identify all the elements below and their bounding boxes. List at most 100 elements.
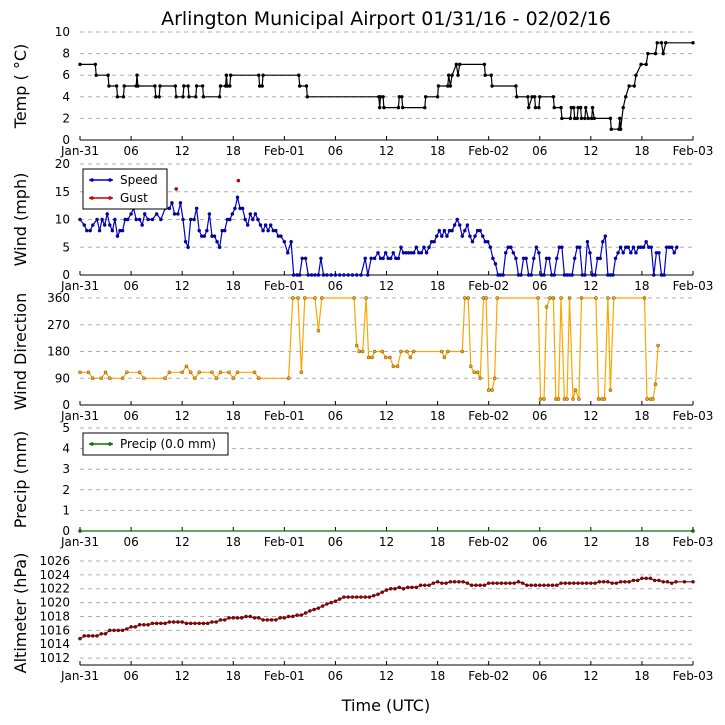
data-point bbox=[201, 95, 206, 99]
data-point bbox=[154, 621, 159, 626]
data-point bbox=[594, 296, 598, 300]
data-point bbox=[201, 621, 206, 626]
data-point bbox=[608, 116, 613, 121]
data-point bbox=[603, 234, 608, 238]
data-point bbox=[552, 273, 556, 277]
data-point bbox=[380, 590, 384, 594]
data-point bbox=[342, 595, 346, 599]
data-point bbox=[567, 581, 572, 585]
x-tick-label: 12 bbox=[175, 279, 190, 293]
data-point bbox=[682, 580, 687, 584]
x-tick-label: 18 bbox=[430, 144, 445, 158]
x-tick-label: 06 bbox=[123, 409, 138, 423]
data-point bbox=[389, 256, 393, 261]
data-point bbox=[86, 370, 91, 375]
data-point bbox=[100, 217, 104, 222]
data-point bbox=[602, 397, 607, 401]
data-point bbox=[533, 583, 538, 588]
data-point bbox=[193, 376, 197, 380]
data-point bbox=[188, 370, 193, 375]
data-point bbox=[639, 62, 643, 67]
data-point bbox=[135, 73, 139, 77]
x-tick-label: 18 bbox=[430, 409, 445, 423]
data-point bbox=[537, 251, 541, 255]
data-point bbox=[512, 581, 516, 585]
data-point bbox=[618, 127, 623, 131]
data-point bbox=[256, 217, 260, 222]
data-point bbox=[613, 256, 618, 261]
data-point bbox=[423, 105, 427, 110]
data-point bbox=[593, 273, 597, 277]
data-point bbox=[486, 388, 491, 392]
y-tick-label: 10 bbox=[55, 25, 70, 39]
data-point bbox=[286, 614, 291, 619]
data-point bbox=[133, 625, 138, 629]
x-tick-label: 06 bbox=[123, 535, 138, 549]
data-point bbox=[653, 51, 658, 56]
data-point bbox=[320, 296, 324, 300]
data-point bbox=[393, 586, 397, 591]
data-point bbox=[648, 576, 653, 581]
data-point bbox=[391, 364, 396, 369]
y-tick-label: 4 bbox=[62, 90, 70, 104]
data-point bbox=[563, 581, 568, 585]
data-point bbox=[475, 370, 480, 375]
data-point bbox=[228, 73, 233, 77]
data-point bbox=[176, 212, 180, 216]
data-point bbox=[227, 616, 231, 620]
y-tick-label: 5 bbox=[62, 421, 70, 435]
data-point bbox=[313, 296, 317, 300]
data-point bbox=[442, 355, 447, 360]
x-tick-label: 18 bbox=[226, 535, 241, 549]
data-point bbox=[461, 580, 465, 584]
data-point bbox=[197, 621, 201, 626]
x-tick-label: 12 bbox=[379, 535, 394, 549]
data-point bbox=[674, 580, 678, 584]
data-point bbox=[468, 234, 472, 238]
data-point bbox=[116, 628, 121, 633]
data-point bbox=[214, 376, 218, 380]
data-point bbox=[567, 296, 572, 300]
data-point bbox=[217, 245, 222, 249]
data-point bbox=[180, 620, 184, 624]
data-point bbox=[621, 251, 625, 255]
data-point bbox=[91, 376, 95, 380]
data-point bbox=[395, 364, 400, 369]
data-point bbox=[312, 607, 316, 612]
data-point bbox=[108, 223, 112, 227]
data-point bbox=[352, 296, 356, 300]
data-point bbox=[115, 95, 120, 99]
data-point bbox=[631, 245, 636, 249]
series-line-wind_direction-0 bbox=[80, 297, 659, 400]
data-point bbox=[440, 349, 444, 354]
data-point bbox=[291, 273, 296, 277]
data-point bbox=[222, 618, 227, 622]
data-point bbox=[478, 376, 482, 380]
data-point bbox=[125, 217, 130, 222]
data-point bbox=[400, 105, 405, 110]
data-point bbox=[469, 583, 474, 588]
data-point bbox=[261, 73, 265, 77]
data-point bbox=[252, 616, 257, 620]
data-point bbox=[319, 256, 323, 261]
data-point bbox=[296, 296, 300, 300]
data-point bbox=[396, 256, 401, 261]
y-tick-label: 5 bbox=[62, 240, 70, 254]
data-point bbox=[159, 621, 163, 626]
x-tick-label: Jan-31 bbox=[60, 279, 99, 293]
data-point bbox=[86, 634, 91, 638]
data-point bbox=[454, 62, 459, 67]
data-point bbox=[381, 256, 385, 261]
data-point bbox=[463, 296, 467, 300]
data-point bbox=[300, 256, 304, 261]
data-point bbox=[268, 223, 273, 227]
data-point bbox=[263, 223, 268, 227]
data-point bbox=[396, 105, 401, 110]
data-point bbox=[691, 529, 695, 533]
data-point bbox=[125, 370, 129, 375]
data-point bbox=[173, 84, 178, 88]
